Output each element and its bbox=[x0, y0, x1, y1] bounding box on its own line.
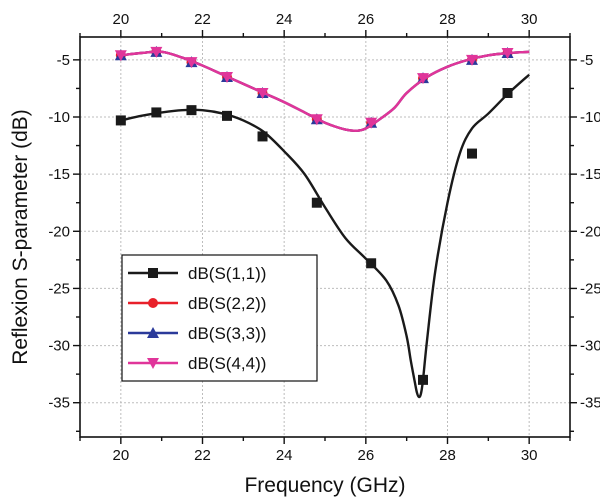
series-1-marker bbox=[115, 115, 126, 126]
legend-marker-1 bbox=[148, 268, 158, 278]
legend-label-4: dB(S(4,4)) bbox=[188, 354, 266, 373]
legend-label-1: dB(S(1,1)) bbox=[188, 264, 266, 283]
x-tick-label-bottom: 30 bbox=[521, 447, 538, 464]
y-tick-label-left: -35 bbox=[48, 395, 70, 412]
series-4-marker bbox=[256, 88, 269, 99]
legend-marker-4 bbox=[147, 358, 159, 369]
series-1-marker bbox=[418, 374, 428, 385]
y-tick-label-right: -25 bbox=[580, 280, 600, 297]
y-tick-label-left: -25 bbox=[48, 280, 70, 297]
series-4-marker bbox=[417, 73, 429, 85]
y-axis-title: Reflexion S-parameter (dB) bbox=[9, 109, 32, 365]
x-tick-label-bottom: 26 bbox=[357, 447, 374, 464]
y-tick-label-right: -20 bbox=[580, 223, 600, 240]
legend-label-3: dB(S(3,3)) bbox=[188, 324, 266, 343]
y-tick-label-right: -10 bbox=[580, 109, 600, 126]
legend-label-2: dB(S(2,2)) bbox=[188, 294, 266, 313]
x-tick-label-top: 28 bbox=[439, 11, 456, 28]
legend-marker-2 bbox=[148, 298, 158, 308]
series-1-marker bbox=[311, 197, 322, 208]
x-tick-label-top: 24 bbox=[276, 11, 293, 28]
series-1 bbox=[115, 73, 530, 399]
y-tick-label-left: -10 bbox=[48, 109, 70, 126]
tick-labels: 20 20 22 22 24 24 26 26 28 28 30 30 -5 -5 -10 -10 -15 -15… bbox=[48, 11, 600, 464]
series-1-marker bbox=[186, 105, 197, 116]
legend: dB(S(1,1)) dB(S(2,2)) dB(S(3,3)) dB(S(4,4)) bbox=[121, 254, 318, 382]
axis-ticks bbox=[73, 30, 577, 444]
y-tick-label-right: -5 bbox=[580, 52, 593, 69]
series-4-marker bbox=[365, 117, 378, 129]
legend-marker-3 bbox=[147, 327, 159, 338]
series-layer bbox=[114, 45, 530, 399]
x-tick-label-bottom: 28 bbox=[439, 447, 456, 464]
series-1-marker bbox=[257, 131, 268, 142]
series-1-marker bbox=[222, 110, 232, 121]
series-4-marker bbox=[221, 72, 233, 83]
x-tick-label-top: 26 bbox=[357, 11, 374, 28]
y-tick-label-left: -20 bbox=[48, 223, 70, 240]
x-tick-label-bottom: 20 bbox=[112, 447, 129, 464]
x-tick-label-top: 22 bbox=[194, 11, 211, 28]
x-tick-label-bottom: 24 bbox=[276, 447, 293, 464]
y-tick-label-left: -30 bbox=[48, 338, 70, 355]
series-1-marker bbox=[467, 148, 477, 159]
series-1-marker bbox=[151, 107, 162, 118]
series-4-line bbox=[120, 50, 530, 132]
series-4-marker bbox=[150, 46, 163, 58]
y-tick-label-left: -15 bbox=[48, 166, 70, 183]
x-tick-label-top: 30 bbox=[521, 11, 538, 28]
series-4-marker bbox=[185, 57, 198, 69]
y-tick-label-right: -35 bbox=[580, 395, 600, 412]
y-tick-label-left: -5 bbox=[57, 52, 70, 69]
x-axis-title: Frequency (GHz) bbox=[244, 474, 405, 497]
series-4-marker bbox=[466, 54, 478, 66]
x-tick-label-top: 20 bbox=[112, 11, 129, 28]
series-4-marker bbox=[114, 50, 127, 62]
series-1-marker bbox=[502, 88, 513, 98]
y-tick-label-right: -30 bbox=[580, 338, 600, 355]
series-1-marker bbox=[366, 258, 377, 269]
y-tick-label-right: -15 bbox=[580, 166, 600, 183]
series-4-marker bbox=[501, 48, 514, 59]
series-4 bbox=[114, 46, 530, 132]
x-tick-label-bottom: 22 bbox=[194, 447, 211, 464]
series-4-marker bbox=[310, 114, 323, 126]
